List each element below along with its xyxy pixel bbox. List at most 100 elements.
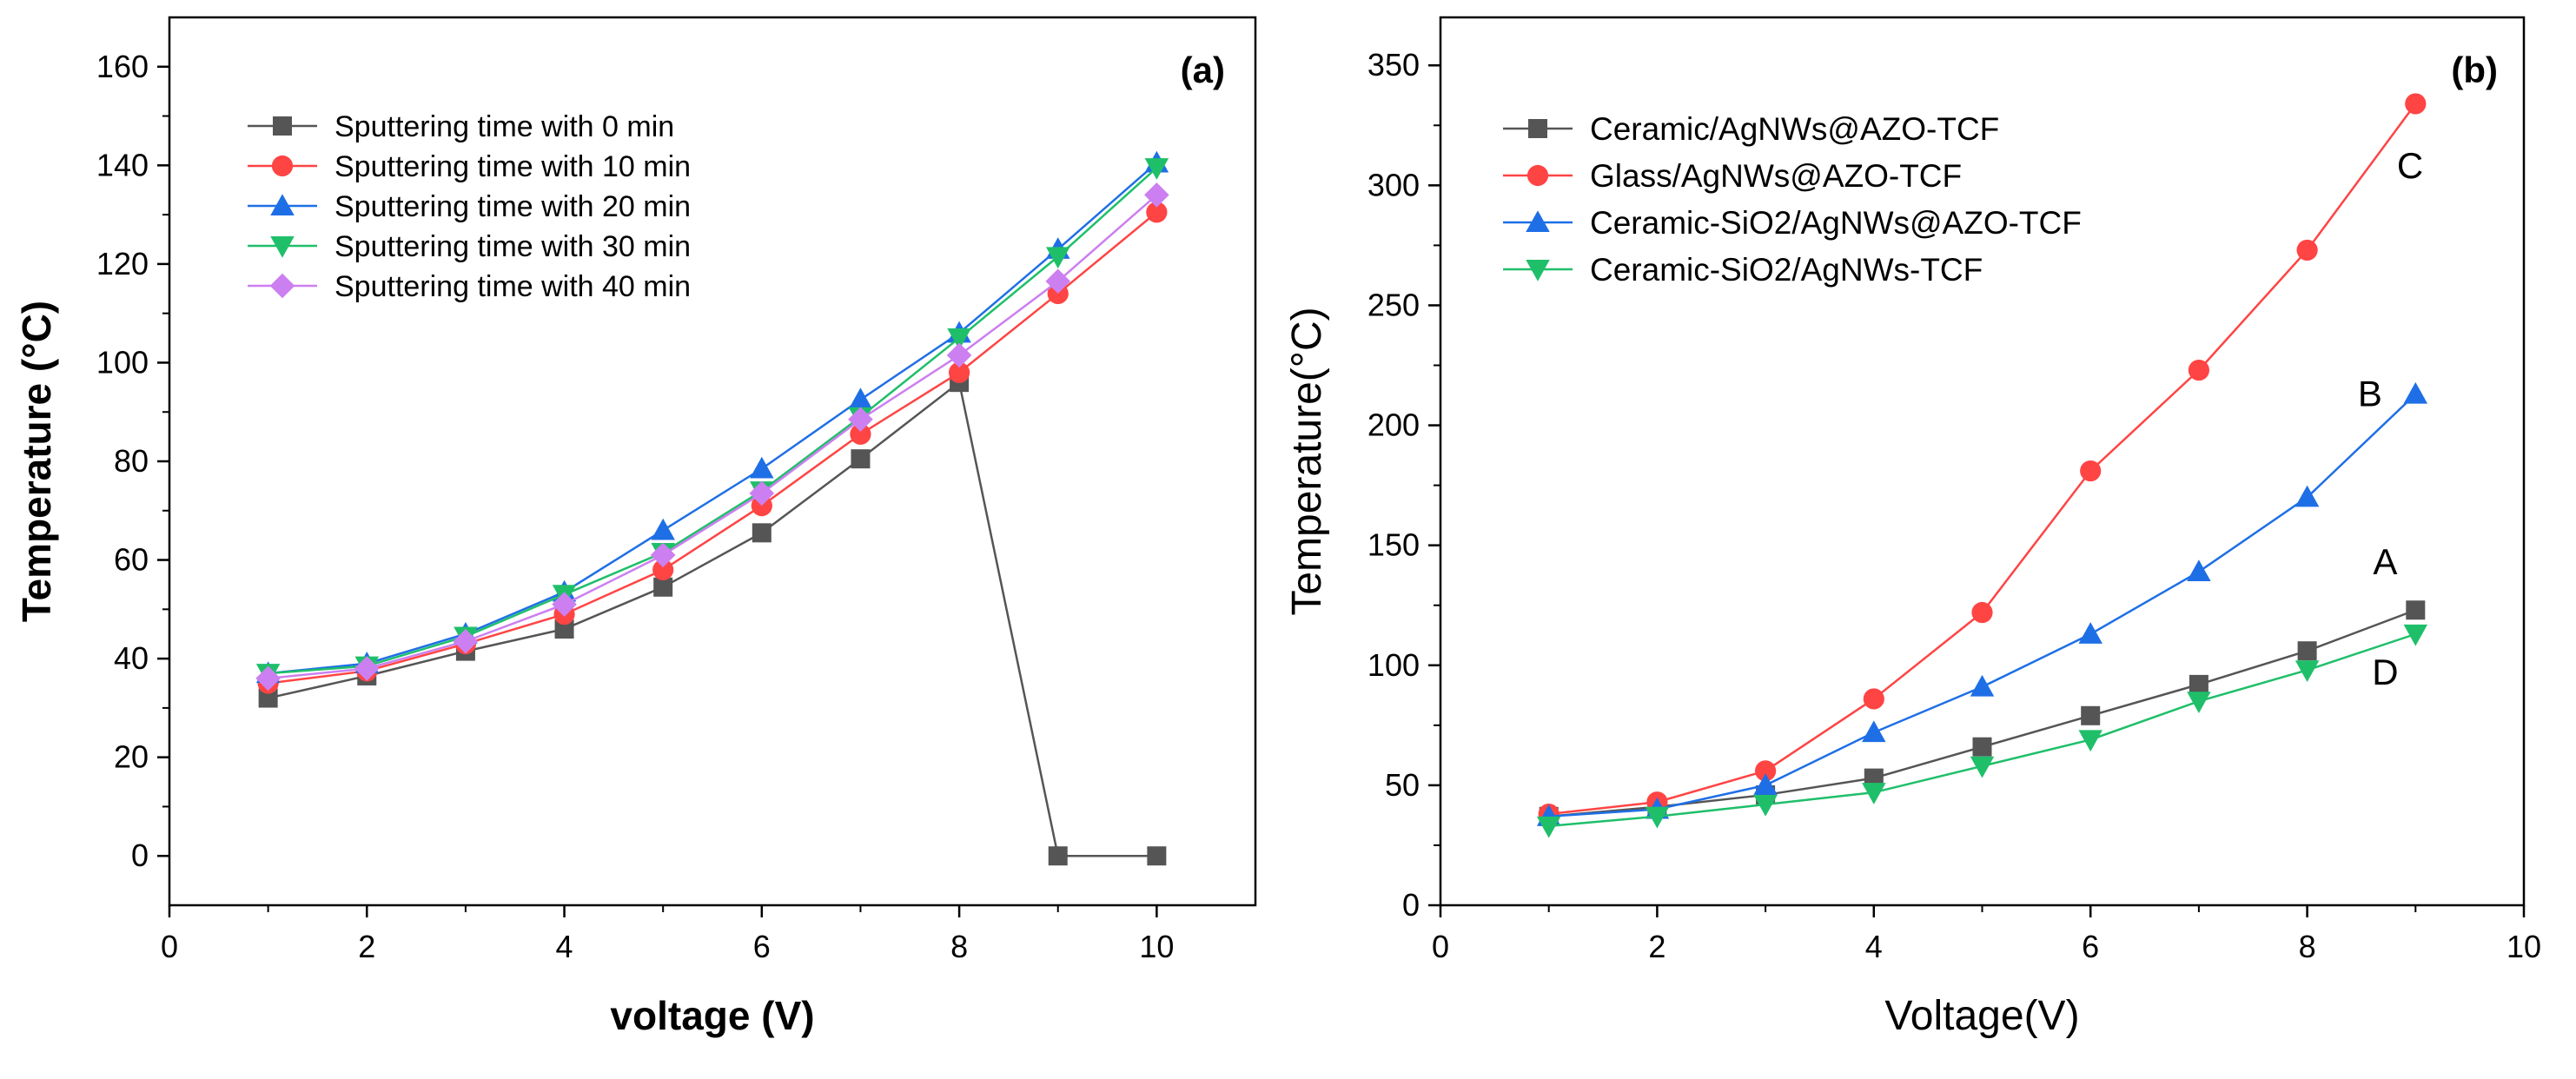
data-point <box>2297 641 2317 661</box>
x-axis-ticks: 0 2 4 6 8 10 <box>1432 905 2541 964</box>
data-point <box>1045 247 1070 269</box>
data-point <box>848 387 873 410</box>
data-point <box>2405 93 2427 115</box>
data-point <box>2188 359 2209 381</box>
y-tick-label: 0 <box>131 837 149 873</box>
y-tick-label: 0 <box>1402 887 1420 923</box>
y-tick-label: 100 <box>96 344 149 380</box>
legend-marker <box>1526 164 1549 187</box>
series-1 <box>1538 93 2427 825</box>
y-tick-label: 80 <box>114 443 149 479</box>
legend-label: Sputtering time with 10 min <box>334 150 691 183</box>
y-axis-label: Temperature (°C) <box>14 301 59 622</box>
data-point <box>554 619 574 639</box>
x-tick-label: 6 <box>2082 929 2099 964</box>
data-point <box>1972 737 1992 757</box>
x-tick-label: 8 <box>950 929 968 964</box>
data-point <box>948 361 970 383</box>
x-tick-label: 10 <box>2506 929 2541 964</box>
data-point <box>650 542 676 568</box>
legend-item: Glass/AgNWs@AZO-TCF <box>1503 158 1962 194</box>
data-point <box>749 480 775 506</box>
data-point <box>2078 730 2103 752</box>
data-point <box>1144 158 1169 180</box>
data-point <box>258 688 278 708</box>
data-point <box>750 456 774 479</box>
series-4 <box>255 182 1169 692</box>
chart-b: 0 2 4 6 8 10050100150200250300350Voltage(V)Te… <box>1284 16 2541 1039</box>
y-tick-label: 250 <box>1367 287 1420 322</box>
data-point <box>2296 239 2318 261</box>
legend-item: Sputtering time with 0 min <box>248 110 674 143</box>
legend-marker <box>269 273 295 299</box>
y-tick-label: 100 <box>1367 647 1420 683</box>
data-point <box>2295 660 2320 683</box>
legend-marker <box>273 116 292 136</box>
x-tick-label: 2 <box>1648 929 1665 964</box>
data-point <box>2081 705 2101 725</box>
x-tick-label: 4 <box>1865 929 1883 964</box>
data-point <box>752 523 771 543</box>
curve-label: B <box>2358 373 2382 414</box>
legend: Ceramic/AgNWs@AZO-TCF Glass/AgNWs@AZO-TCF… <box>1503 111 2082 288</box>
y-tick-label: 50 <box>1385 767 1420 803</box>
legend-marker <box>270 236 295 258</box>
x-tick-label: 10 <box>1139 929 1174 964</box>
data-point <box>1048 846 1068 866</box>
data-point <box>1645 806 1670 829</box>
data-point <box>1045 268 1071 295</box>
data-point <box>1862 720 1886 743</box>
data-point <box>851 449 871 469</box>
series-3 <box>1536 624 2428 838</box>
data-point <box>1862 783 1886 804</box>
x-axis-ticks: 0 2 4 6 8 10 <box>161 905 1174 964</box>
data-point <box>1146 202 1168 223</box>
data-point <box>2403 381 2428 404</box>
y-tick-label: 300 <box>1367 167 1420 202</box>
y-axis-label: Temperature(°C) <box>1284 307 1330 615</box>
data-point <box>1536 816 1561 838</box>
data-point <box>255 665 281 692</box>
legend-marker <box>270 194 295 215</box>
series-line <box>268 211 1158 685</box>
data-point <box>651 518 675 540</box>
data-point <box>848 407 873 433</box>
data-point <box>2403 624 2428 646</box>
y-tick-label: 200 <box>1367 407 1420 443</box>
data-point <box>354 656 380 681</box>
data-point <box>1970 756 1995 778</box>
curve-label: D <box>2372 652 2398 692</box>
data-point <box>2187 692 2211 713</box>
legend-item: Ceramic-SiO2/AgNWs-TCF <box>1503 252 1983 288</box>
data-point <box>1755 760 1777 782</box>
legend-label: Glass/AgNWs@AZO-TCF <box>1590 158 1962 194</box>
data-point <box>453 628 479 654</box>
y-tick-label: 140 <box>96 147 149 182</box>
series-line <box>268 380 1157 857</box>
legend-label: Ceramic/AgNWs@AZO-TCF <box>1590 111 1999 147</box>
legend-item: Sputtering time with 10 min <box>248 150 691 183</box>
series-line <box>268 167 1158 675</box>
legend-label: Sputtering time with 20 min <box>334 190 691 223</box>
panel-label: (a) <box>1181 50 1225 90</box>
data-point <box>850 423 871 445</box>
legend-label: Ceramic-SiO2/AgNWs@AZO-TCF <box>1590 205 2082 241</box>
legend-item: Ceramic/AgNWs@AZO-TCF <box>1503 111 1999 147</box>
legend-label: Ceramic-SiO2/AgNWs-TCF <box>1590 252 1983 288</box>
legend-item: Sputtering time with 20 min <box>248 190 691 223</box>
data-point <box>2078 622 2103 644</box>
data-point <box>1753 773 1778 795</box>
series-0 <box>1539 600 2426 826</box>
series-0 <box>258 373 1167 866</box>
y-axis-ticks: 0 50 100 150 200 250 300 350 <box>1367 47 1440 923</box>
curve-label: A <box>2373 541 2397 582</box>
data-point <box>2295 485 2320 507</box>
x-tick-label: 0 <box>161 929 178 964</box>
x-tick-label: 8 <box>2299 929 2316 964</box>
data-point <box>946 342 972 368</box>
legend-item: Ceramic-SiO2/AgNWs@AZO-TCF <box>1503 205 2082 241</box>
legend-marker <box>1526 210 1550 232</box>
